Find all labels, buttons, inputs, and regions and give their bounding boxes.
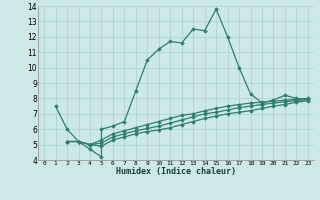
- X-axis label: Humidex (Indice chaleur): Humidex (Indice chaleur): [116, 167, 236, 176]
